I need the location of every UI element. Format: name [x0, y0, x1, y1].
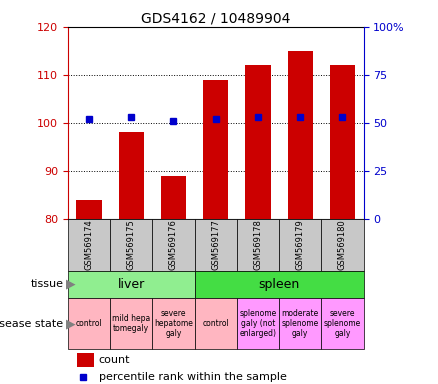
Text: ▶: ▶: [66, 317, 75, 330]
Text: GSM569180: GSM569180: [338, 219, 347, 270]
Bar: [68, 271, 194, 298]
Bar: [161, 175, 186, 219]
Bar: [203, 79, 228, 219]
Bar: [287, 51, 313, 219]
Bar: [110, 298, 152, 349]
Text: liver: liver: [118, 278, 145, 291]
Text: GSM569175: GSM569175: [127, 219, 136, 270]
Text: GSM569174: GSM569174: [85, 219, 93, 270]
Text: moderate
splenome
galy: moderate splenome galy: [282, 309, 319, 338]
Text: count: count: [99, 355, 130, 365]
Text: GSM569176: GSM569176: [169, 219, 178, 270]
Bar: [245, 65, 271, 219]
Text: percentile rank within the sample: percentile rank within the sample: [99, 372, 286, 382]
Bar: [76, 200, 102, 219]
Bar: [279, 219, 321, 271]
Bar: [330, 65, 355, 219]
Text: control: control: [76, 319, 102, 328]
Text: mild hepa
tomegaly: mild hepa tomegaly: [112, 314, 150, 333]
Text: severe
splenome
galy: severe splenome galy: [324, 309, 361, 338]
Bar: [194, 298, 237, 349]
Bar: [237, 219, 279, 271]
Text: GSM569177: GSM569177: [211, 219, 220, 270]
Text: GSM569178: GSM569178: [254, 219, 262, 270]
Bar: [237, 298, 279, 349]
Bar: [321, 298, 364, 349]
Bar: [321, 219, 364, 271]
Text: GSM569179: GSM569179: [296, 219, 305, 270]
Bar: [152, 219, 194, 271]
Bar: [68, 298, 110, 349]
Text: severe
hepatome
galy: severe hepatome galy: [154, 309, 193, 338]
Title: GDS4162 / 10489904: GDS4162 / 10489904: [141, 12, 290, 26]
Bar: [110, 219, 152, 271]
Bar: [152, 298, 194, 349]
Bar: [68, 219, 110, 271]
Text: disease state: disease state: [0, 318, 64, 329]
Text: splenome
galy (not
enlarged): splenome galy (not enlarged): [239, 309, 276, 338]
Bar: [194, 219, 237, 271]
Text: tissue: tissue: [31, 279, 64, 289]
Text: control: control: [202, 319, 229, 328]
Bar: [194, 271, 364, 298]
Bar: [119, 132, 144, 219]
Bar: [279, 298, 321, 349]
Text: ▶: ▶: [66, 278, 75, 291]
Text: spleen: spleen: [258, 278, 300, 291]
